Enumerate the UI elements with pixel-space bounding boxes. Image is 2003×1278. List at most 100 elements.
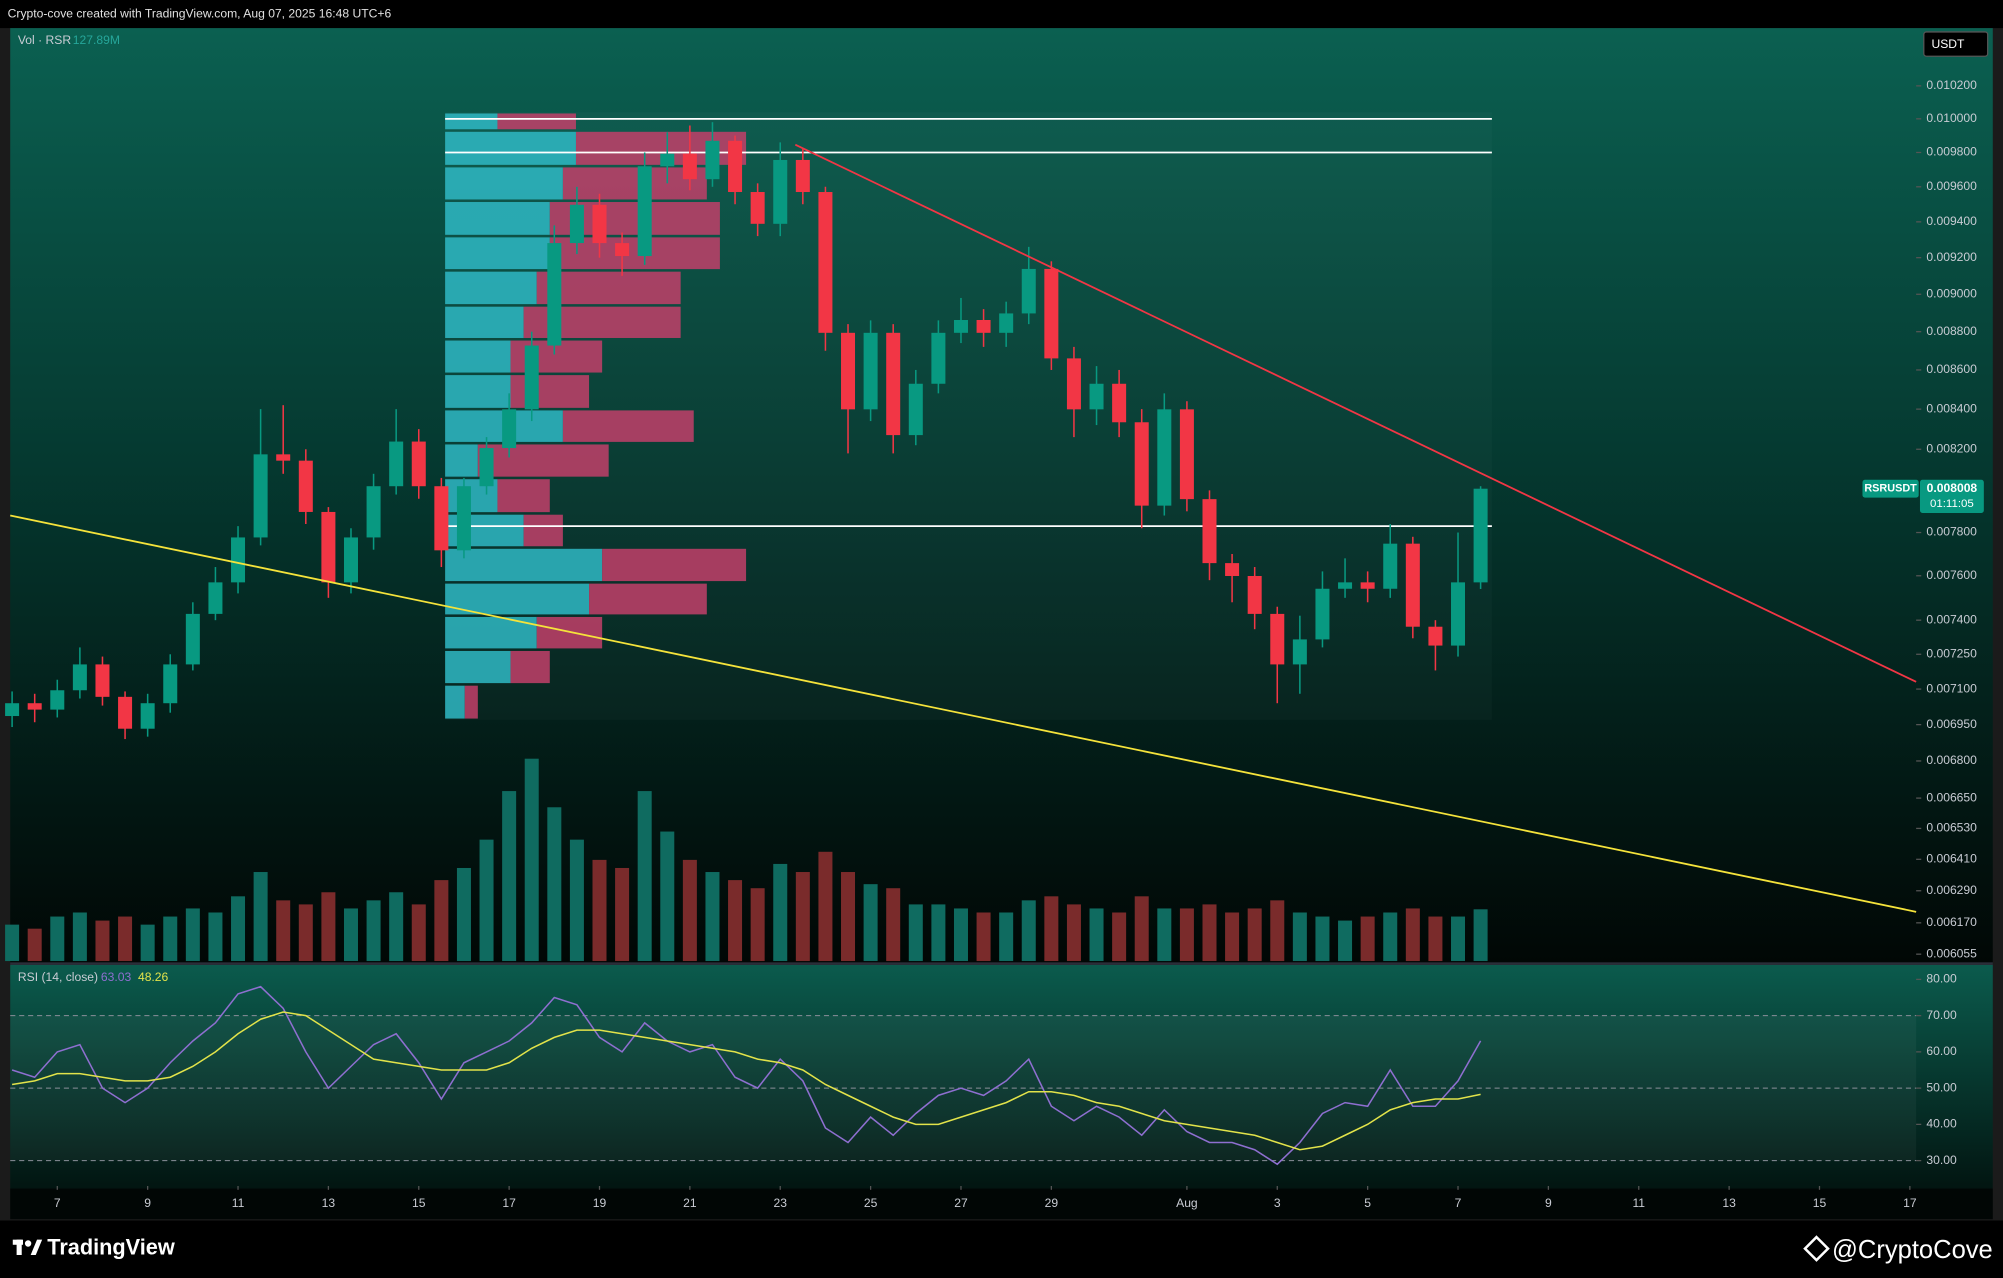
candle-body bbox=[1451, 582, 1466, 646]
profile-down-bar bbox=[497, 479, 550, 513]
volume-bar bbox=[366, 900, 381, 962]
x-tick-label: 5 bbox=[1364, 1196, 1371, 1210]
volume-legend-name: Vol · RSR bbox=[18, 33, 71, 47]
candle-body bbox=[140, 703, 155, 729]
y-tick-label: 0.006055 bbox=[1926, 946, 1977, 960]
profile-down-bar bbox=[562, 167, 707, 200]
profile-down-bar bbox=[464, 685, 478, 719]
candle-body bbox=[750, 192, 765, 224]
volume-bar bbox=[1338, 920, 1353, 962]
profile-up-bar bbox=[445, 202, 550, 235]
candle-body bbox=[795, 159, 810, 193]
candle-body bbox=[5, 703, 20, 717]
volume-bar bbox=[773, 863, 788, 962]
logo-shape bbox=[30, 1239, 43, 1255]
x-tick-label: 13 bbox=[1722, 1196, 1736, 1210]
candle-body bbox=[479, 448, 494, 487]
candle-body bbox=[1202, 499, 1217, 564]
y-tick-label: 0.006950 bbox=[1926, 717, 1977, 731]
candle-body bbox=[953, 319, 968, 333]
candle-body bbox=[592, 204, 607, 244]
y-tick-label: 0.007100 bbox=[1926, 681, 1977, 695]
profile-up-bar bbox=[445, 514, 524, 547]
volume-bar bbox=[660, 831, 675, 962]
volume-bar bbox=[50, 916, 65, 962]
volume-bar bbox=[389, 892, 404, 962]
volume-bar bbox=[1134, 896, 1149, 962]
y-tick-label: 0.007600 bbox=[1926, 568, 1977, 582]
y-tick-label: 0.009400 bbox=[1926, 214, 1977, 228]
candle-body bbox=[185, 613, 200, 665]
volume-bar bbox=[1292, 912, 1307, 962]
footer-logo bbox=[12, 1239, 43, 1255]
volume-bar bbox=[185, 908, 200, 962]
rsi-title: RSI (14, close) bbox=[18, 970, 98, 984]
x-tick-label: 17 bbox=[502, 1196, 516, 1210]
currency-box[interactable] bbox=[1923, 31, 1989, 57]
trend-line bbox=[794, 143, 1917, 683]
footer-handle: @CryptoCove bbox=[1832, 1236, 1993, 1264]
y-tick-label: 0.009000 bbox=[1926, 286, 1977, 300]
y-tick-label: 0.010200 bbox=[1926, 78, 1977, 92]
candle-body bbox=[1089, 383, 1104, 410]
profile-up-bar bbox=[445, 583, 590, 615]
candle-body bbox=[728, 140, 743, 193]
y-tick-label: 0.008600 bbox=[1926, 362, 1977, 376]
candle-body bbox=[50, 690, 65, 710]
y-tick-label: 0.006650 bbox=[1926, 790, 1977, 804]
volume-bar bbox=[1270, 900, 1285, 962]
candle-body bbox=[1225, 563, 1240, 576]
candle-body bbox=[208, 582, 223, 614]
profile-up-bar bbox=[445, 237, 550, 270]
candle-body bbox=[298, 460, 313, 512]
candle-body bbox=[1179, 409, 1194, 500]
volume-bar bbox=[1315, 916, 1330, 962]
x-tick-label: 9 bbox=[1545, 1196, 1552, 1210]
candle-body bbox=[1360, 582, 1375, 589]
candle-body bbox=[908, 383, 923, 436]
volume-bar bbox=[524, 758, 539, 962]
volume-bar bbox=[818, 851, 833, 962]
y-tick-label: 0.007800 bbox=[1926, 525, 1977, 539]
profile-up-bar bbox=[445, 271, 537, 305]
candle-body bbox=[1247, 575, 1262, 614]
profile-down-bar bbox=[510, 375, 590, 408]
profile-up-bar bbox=[445, 167, 563, 200]
volume-bar bbox=[1473, 909, 1488, 962]
volume-bar bbox=[1428, 916, 1443, 962]
candle-body bbox=[1112, 383, 1127, 423]
volume-bar bbox=[1383, 912, 1398, 962]
candle-body bbox=[72, 664, 87, 691]
x-tick-label: 11 bbox=[1632, 1196, 1645, 1210]
volume-bar bbox=[502, 791, 517, 962]
y-tick-label: 0.010000 bbox=[1926, 111, 1977, 125]
candle-body bbox=[524, 345, 539, 410]
volume-bar bbox=[321, 892, 336, 962]
volume-bar bbox=[1112, 912, 1127, 962]
volume-legend-value: 127.89M bbox=[73, 33, 120, 47]
volume-bar bbox=[750, 888, 765, 962]
candle-body bbox=[931, 332, 946, 384]
y-tick-label: 0.006530 bbox=[1926, 821, 1977, 835]
time-axis bbox=[10, 1188, 1993, 1220]
candle-body bbox=[569, 204, 584, 244]
profile-up-bar bbox=[445, 650, 511, 684]
volume-bar bbox=[118, 916, 133, 962]
y-tick-label: 80.00 bbox=[1926, 972, 1957, 986]
volume-bar bbox=[637, 791, 652, 962]
volume-bar bbox=[1225, 912, 1240, 962]
footer-logo-text: TradingView bbox=[47, 1234, 175, 1259]
x-tick-label: Aug bbox=[1176, 1196, 1198, 1210]
candle-body bbox=[660, 153, 675, 167]
currency-label: USDT bbox=[1931, 37, 1965, 51]
volume-bar bbox=[999, 912, 1014, 962]
volume-bar bbox=[253, 872, 268, 962]
candle-body bbox=[276, 454, 291, 461]
candle-body bbox=[1405, 543, 1420, 627]
candle-body bbox=[1315, 588, 1330, 640]
countdown-label: 01:11:05 bbox=[1930, 498, 1974, 510]
profile-up-bar bbox=[445, 375, 511, 408]
profile-up-bar bbox=[445, 685, 465, 719]
candle-body bbox=[637, 166, 652, 257]
y-tick-label: 0.009200 bbox=[1926, 250, 1977, 264]
